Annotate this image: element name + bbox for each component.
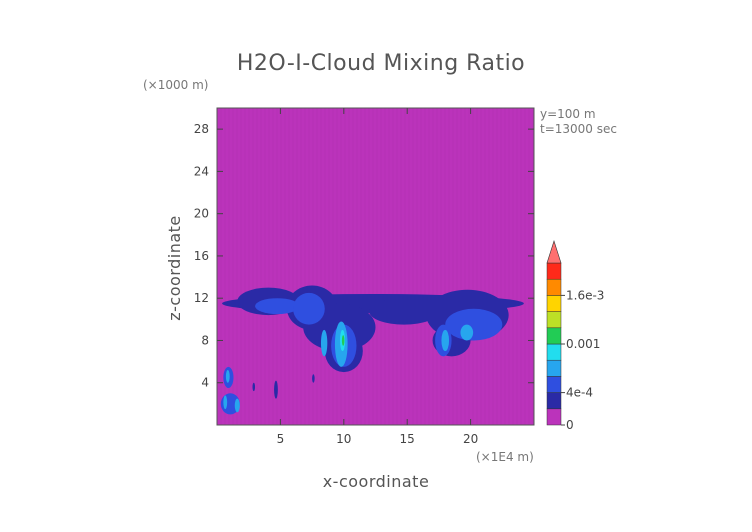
plot-background bbox=[217, 108, 534, 425]
x-tick-label: 5 bbox=[277, 432, 285, 446]
x-axis: 5 10 15 20 bbox=[277, 108, 478, 446]
colorbar-band bbox=[546, 327, 562, 345]
colorbar: 0 4e-4 0.001 1.6e-3 bbox=[546, 240, 604, 432]
x-unit-label: (×1E4 m) bbox=[476, 450, 534, 464]
colorbar-band bbox=[546, 376, 562, 393]
value-region bbox=[255, 298, 300, 315]
value-region bbox=[445, 308, 503, 341]
y-tick-label: 16 bbox=[194, 249, 209, 263]
y-tick-label: 12 bbox=[194, 291, 209, 305]
colorbar-band bbox=[546, 343, 562, 361]
y-tick-label: 24 bbox=[194, 164, 209, 178]
plot-texture bbox=[216, 108, 534, 425]
info-line-t: t=13000 sec bbox=[540, 122, 617, 136]
y-tick-label: 8 bbox=[201, 333, 209, 347]
y-tick-label: 20 bbox=[194, 207, 209, 221]
colorbar-band bbox=[546, 278, 562, 296]
value-region bbox=[225, 370, 230, 383]
plot-frame bbox=[216, 107, 535, 426]
colorbar-tick-label: 4e-4 bbox=[566, 386, 593, 400]
colorbar-band bbox=[546, 359, 562, 377]
y-unit-label: (×1000 m) bbox=[143, 78, 208, 92]
x-tick-label: 10 bbox=[336, 432, 351, 446]
value-region bbox=[223, 395, 228, 410]
colorbar-band bbox=[546, 262, 562, 280]
x-tick-label: 20 bbox=[463, 432, 478, 446]
colorbar-tick-label: 1.6e-3 bbox=[566, 288, 604, 302]
info-line-y: y=100 m bbox=[540, 107, 596, 121]
colorbar-tick-label: 0 bbox=[566, 418, 574, 432]
x-tick-label: 15 bbox=[400, 432, 415, 446]
colorbar-tick-label: 0.001 bbox=[566, 337, 600, 351]
chart-title: H2O-I-Cloud Mixing Ratio bbox=[237, 51, 525, 76]
value-region bbox=[460, 324, 474, 341]
colorbar-band bbox=[546, 408, 562, 426]
y-tick-label: 28 bbox=[194, 122, 209, 136]
value-region bbox=[369, 298, 439, 325]
value-region bbox=[341, 335, 345, 346]
colorbar-band bbox=[546, 311, 562, 329]
colorbar-band bbox=[546, 295, 562, 312]
y-axis-label: z-coordinate bbox=[165, 215, 184, 321]
value-region bbox=[312, 374, 315, 383]
value-region bbox=[274, 380, 278, 399]
y-axis: 4 8 12 16 20 24 28 bbox=[194, 122, 534, 390]
colorbar-extend-arrow bbox=[546, 240, 562, 264]
value-region bbox=[252, 382, 256, 392]
colorbar-band bbox=[546, 392, 562, 410]
x-axis-label: x-coordinate bbox=[323, 472, 430, 491]
value-region bbox=[320, 329, 328, 357]
plot-area bbox=[216, 107, 535, 426]
value-region bbox=[234, 398, 240, 413]
value-region bbox=[293, 292, 325, 325]
value-region bbox=[441, 329, 450, 352]
y-tick-label: 4 bbox=[201, 376, 209, 390]
